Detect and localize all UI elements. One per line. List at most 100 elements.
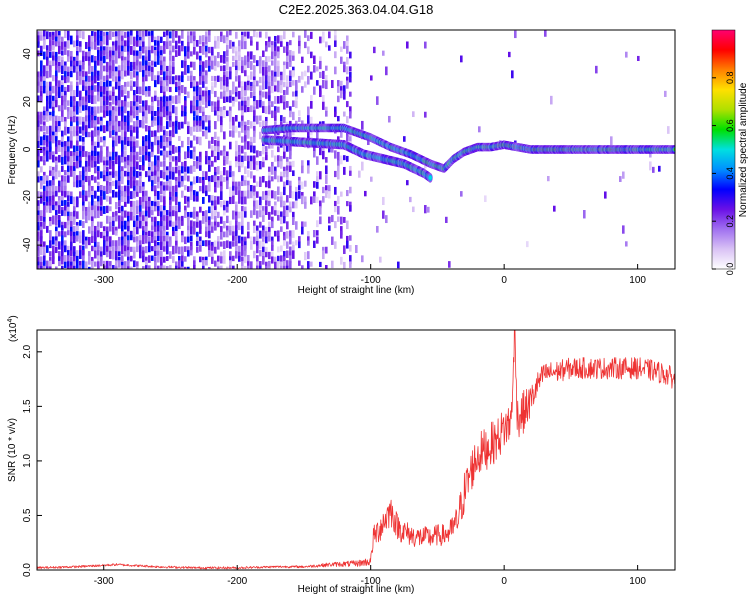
spectrogram-cell	[67, 71, 70, 77]
spectrogram-cell	[49, 230, 52, 239]
spectrogram-cell	[265, 155, 268, 161]
spectrogram-cell	[64, 245, 67, 253]
spectrogram-cell	[61, 230, 64, 238]
spectrogram-cell	[253, 136, 256, 144]
spectrogram-cell	[169, 130, 172, 137]
spectrogram-cell	[271, 161, 274, 168]
spectrogram-cell	[118, 170, 121, 179]
spectrogram-cell	[169, 71, 172, 80]
spectrogram-cell	[37, 35, 40, 44]
spectrogram-cell	[97, 155, 100, 164]
spectrogram-cell	[253, 91, 256, 99]
spectrogram-cell	[478, 126, 481, 133]
spectrogram-cell	[94, 261, 97, 267]
spectrogram-cell	[121, 146, 124, 154]
spectrogram-cell	[187, 121, 190, 127]
spectrogram-cell	[286, 221, 289, 230]
spectrogram-cell	[268, 235, 271, 242]
spectrogram-cell	[265, 236, 268, 244]
spectrogram-cell	[67, 201, 70, 208]
spectrogram-cell	[226, 56, 229, 66]
spectrogram-cell	[193, 260, 196, 267]
spectrogram-cell	[61, 195, 64, 202]
spectrogram-cell	[244, 135, 247, 144]
spectrogram-cell	[259, 240, 262, 250]
spectrogram-cell	[49, 45, 52, 52]
spectrogram-cell	[46, 65, 49, 73]
spectrogram-cell	[193, 146, 196, 154]
spectrogram-cell	[151, 186, 154, 192]
spectrogram-cell	[244, 190, 247, 200]
spectrogram-cell	[253, 145, 256, 154]
y-tick-label: 2.0	[22, 344, 33, 358]
spectrogram-cell	[145, 70, 148, 76]
spectrogram-cell	[286, 250, 289, 259]
spectrogram-cell	[136, 35, 139, 43]
spectrogram-cell	[109, 101, 112, 108]
spectrogram-cell	[289, 81, 292, 88]
spectrogram-cell	[109, 181, 112, 189]
spectrogram-cell	[91, 245, 94, 252]
spectrogram-cell	[262, 175, 265, 183]
spectrogram-cell	[97, 106, 100, 114]
spectrogram-cell	[208, 220, 211, 227]
colorbar-ticks: 0.00.20.40.60.8	[712, 72, 735, 275]
spectrogram-cell	[61, 100, 64, 106]
spectrogram-cell	[64, 146, 67, 153]
spectrogram-cell	[205, 86, 208, 93]
spectrogram-cell	[61, 181, 64, 187]
spectrogram-cell	[241, 136, 244, 143]
spectrogram-cell	[136, 30, 139, 38]
spectrogram-cell	[115, 135, 118, 143]
spectrogram-cell	[298, 185, 301, 191]
spectrogram-cell	[67, 50, 70, 59]
spectrogram-cell	[217, 41, 220, 49]
spectrogram-cell	[154, 110, 157, 117]
spectrogram-cell	[91, 55, 94, 63]
spectrogram-cell	[268, 75, 271, 83]
spectrogram-cell	[46, 146, 49, 155]
spectrogram-cell	[199, 240, 202, 248]
spectrogram-cell	[52, 35, 55, 41]
spectrogram-cell	[64, 90, 67, 98]
spectrogram-cell	[211, 226, 214, 233]
spectrogram-cell	[79, 160, 82, 168]
spectrogram-cell	[274, 205, 277, 213]
spectrogram-cell	[118, 76, 121, 82]
spectrogram-cell	[262, 206, 265, 212]
spectrogram-cell	[262, 106, 265, 114]
spectrogram-cell	[61, 81, 64, 88]
spectrogram-cell	[235, 46, 238, 54]
spectrogram-cell	[262, 50, 265, 57]
spectrogram-cell	[82, 205, 85, 215]
x-tick-label: -200	[227, 576, 247, 587]
spectrogram-cell	[151, 225, 154, 231]
spectrogram-cell	[637, 55, 640, 62]
spectrogram-cell	[181, 181, 184, 187]
spectrogram-cell	[286, 156, 289, 164]
spectrogram-cell	[241, 115, 244, 124]
spectrogram-cell	[187, 136, 190, 146]
spectrogram-cell	[271, 245, 274, 251]
spectrogram-cell	[292, 216, 295, 225]
spectrogram-cell	[271, 70, 274, 78]
spectrogram-cell	[175, 31, 178, 38]
spectrogram-cell	[268, 81, 271, 89]
spectrogram-cell	[121, 166, 124, 172]
spectrogram-cell	[79, 75, 82, 85]
spectrogram-cell	[49, 251, 52, 257]
spectrogram-cell	[64, 126, 67, 136]
spectrogram-cell	[88, 255, 91, 265]
spectrogram-cell	[280, 115, 283, 122]
spectrogram-cell	[115, 251, 118, 260]
spectrogram-cell	[130, 230, 133, 239]
spectrogram-cell	[175, 86, 178, 93]
x-tick-label: -200	[227, 275, 247, 286]
spectrogram-cell	[340, 191, 343, 197]
spectrogram-cell	[121, 100, 124, 108]
spectrogram-cell	[37, 265, 40, 269]
spectrogram-cell	[100, 221, 103, 229]
spectrogram-cell	[46, 81, 49, 87]
spectrogram-cell	[253, 110, 256, 118]
spectrogram-cell	[43, 221, 46, 229]
